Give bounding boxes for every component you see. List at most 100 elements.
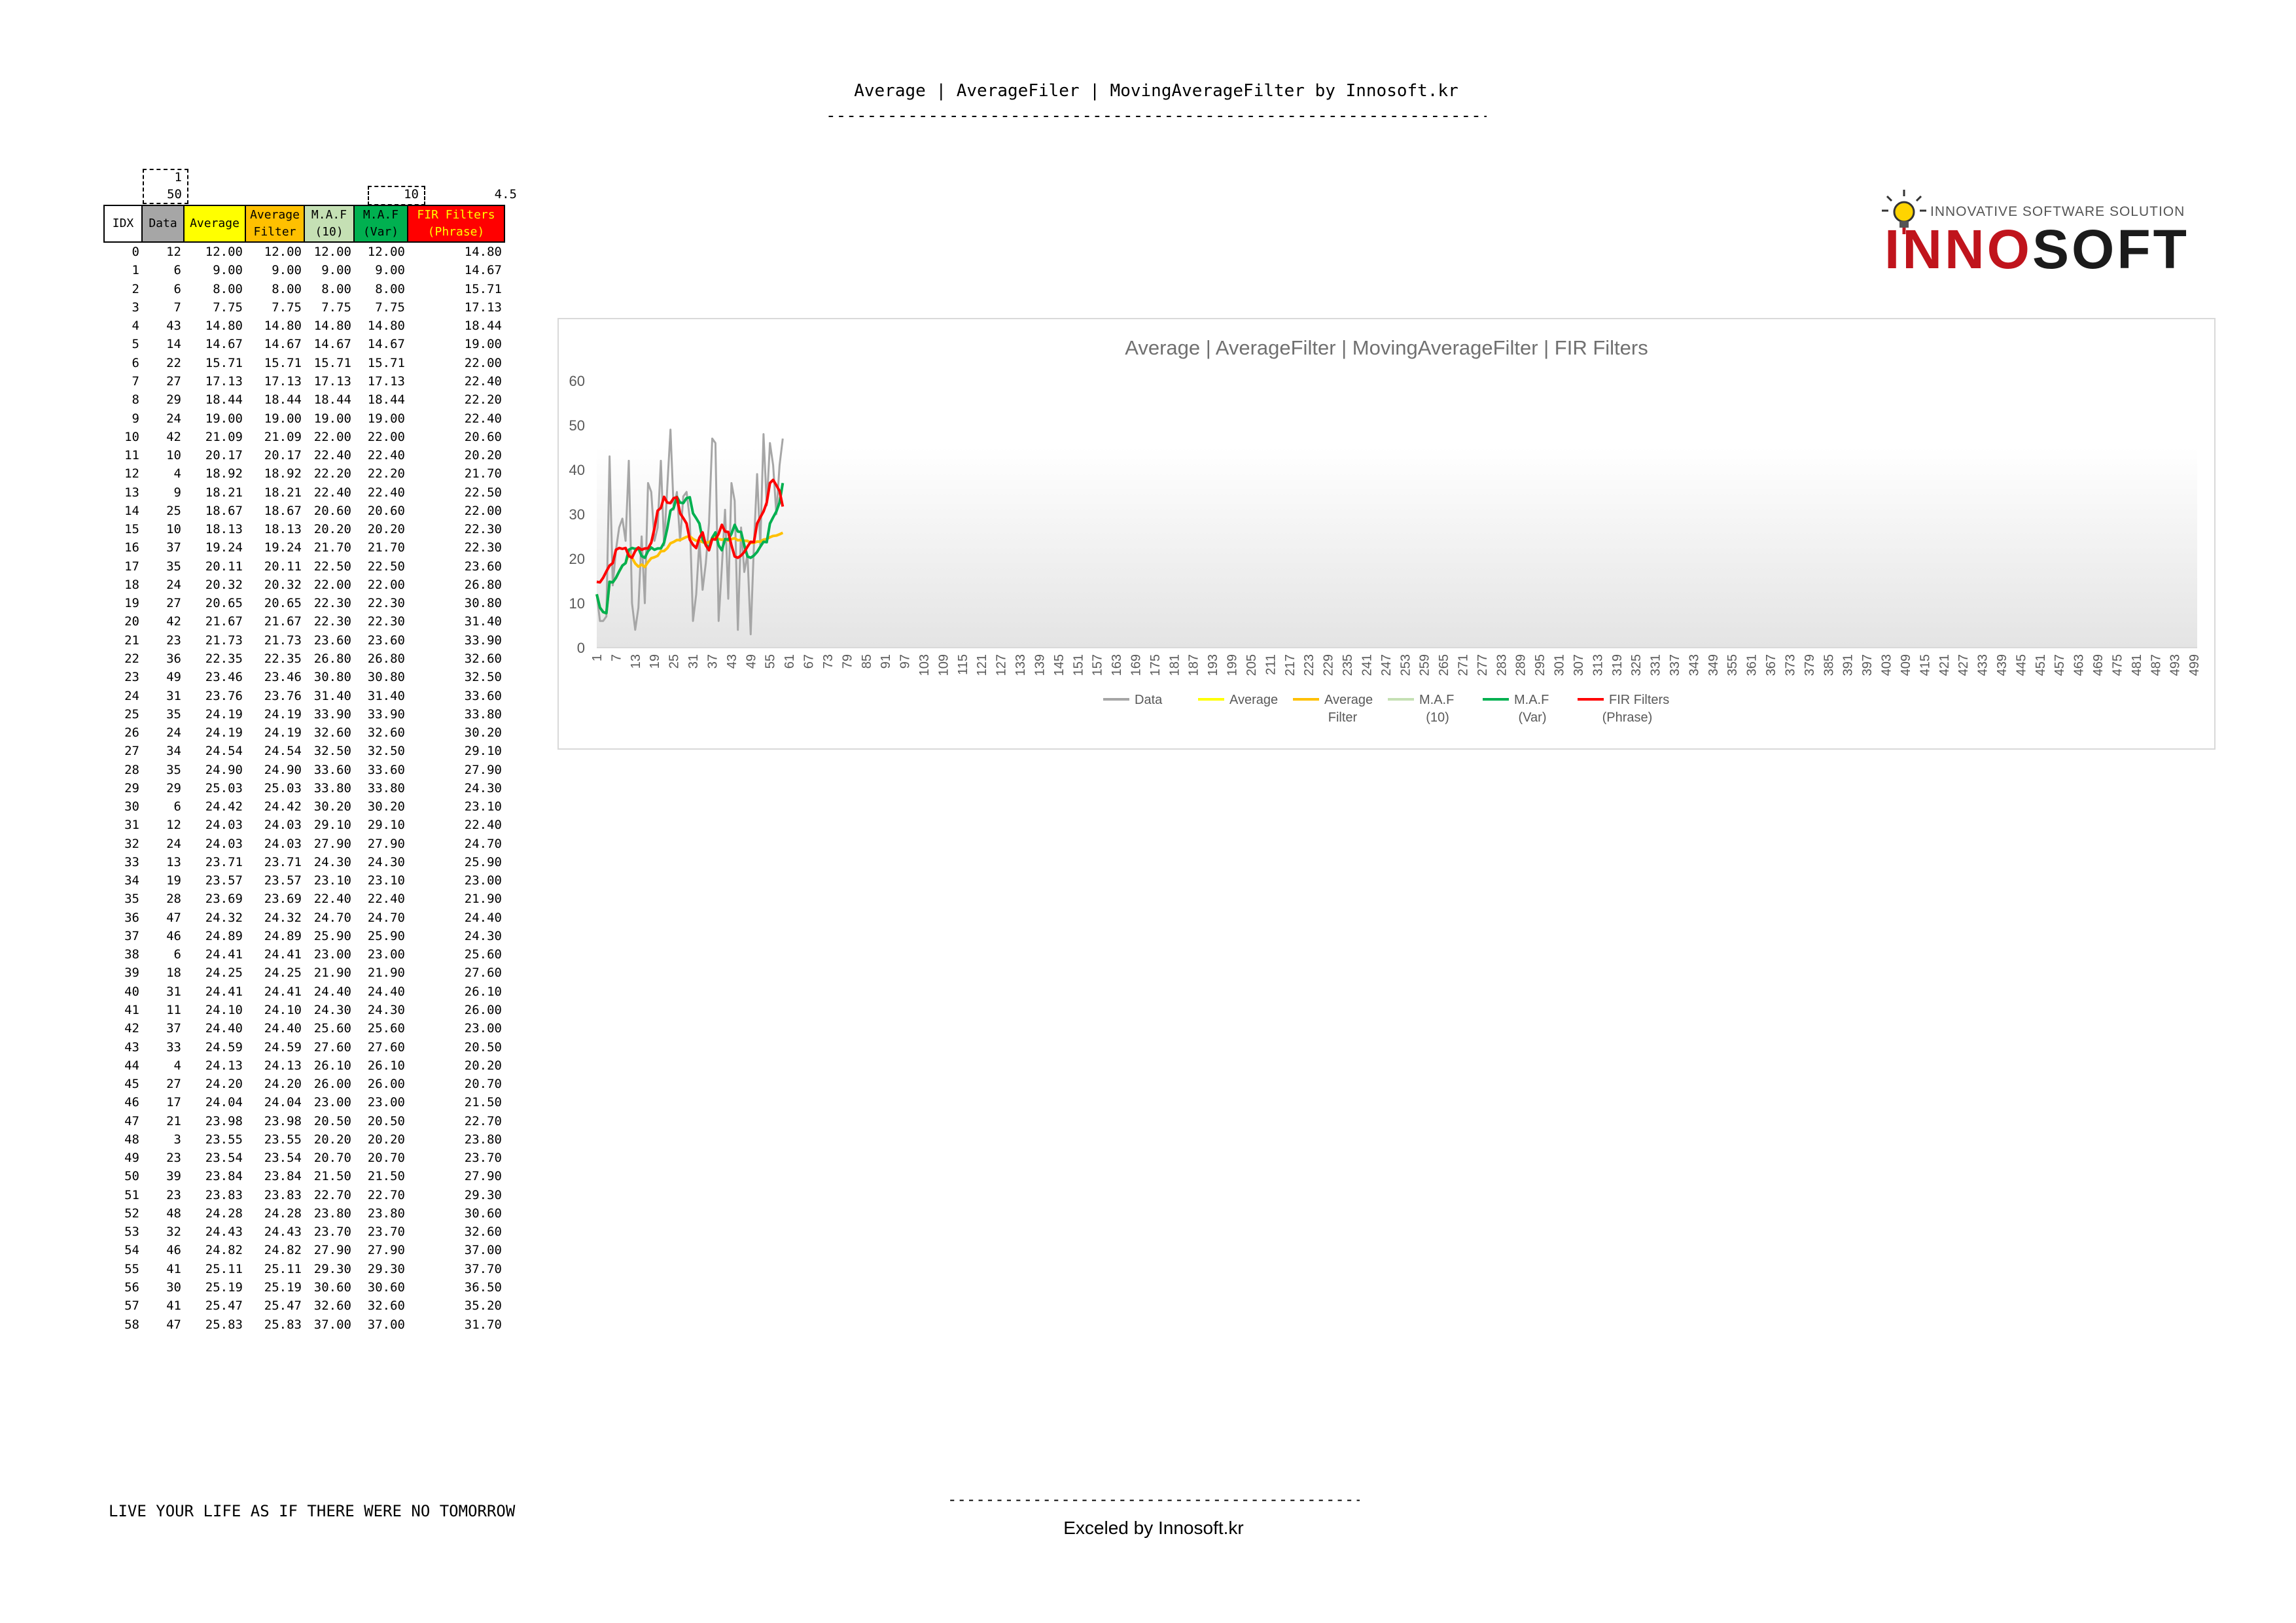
cell-maf-var[interactable]: 30.80 (367, 670, 405, 685)
cell-maf-10[interactable]: 17.13 (313, 374, 351, 389)
cell-fir[interactable]: 29.30 (464, 1187, 502, 1202)
cell-average-filter[interactable]: 24.03 (264, 836, 302, 851)
cell-average-filter[interactable]: 25.03 (264, 780, 302, 795)
cell-fir[interactable]: 22.30 (464, 540, 502, 555)
cell-idx[interactable]: 55 (124, 1261, 139, 1276)
cell-idx[interactable]: 22 (124, 651, 139, 666)
cell-average-filter[interactable]: 24.41 (264, 984, 302, 999)
cell-average[interactable]: 24.19 (205, 707, 243, 722)
cell-maf-var[interactable]: 29.30 (367, 1261, 405, 1276)
cell-idx[interactable]: 26 (124, 725, 139, 741)
cell-maf-10[interactable]: 22.00 (313, 577, 351, 592)
header-data[interactable]: Data (141, 205, 185, 243)
cell-fir[interactable]: 21.90 (464, 892, 502, 907)
cell-maf-10[interactable]: 23.00 (313, 947, 351, 962)
cell-data[interactable]: 37 (166, 1021, 181, 1036)
cell-average[interactable]: 24.03 (205, 836, 243, 851)
cell-maf-var[interactable]: 27.90 (367, 836, 405, 851)
cell-average-filter[interactable]: 8.00 (272, 281, 302, 296)
cell-fir[interactable]: 22.30 (464, 522, 502, 537)
cell-fir[interactable]: 37.00 (464, 1243, 502, 1258)
cell-fir[interactable]: 18.44 (464, 319, 502, 334)
cell-average-filter[interactable]: 25.19 (264, 1280, 302, 1295)
cell-average-filter[interactable]: 23.83 (264, 1187, 302, 1202)
cell-fir[interactable]: 14.67 (464, 263, 502, 278)
cell-fir[interactable]: 27.90 (464, 762, 502, 777)
cell-data[interactable]: 29 (166, 393, 181, 408)
cell-maf-10[interactable]: 33.60 (313, 762, 351, 777)
cell-maf-10[interactable]: 22.30 (313, 614, 351, 629)
cell-idx[interactable]: 30 (124, 799, 139, 814)
cell-idx[interactable]: 17 (124, 559, 139, 574)
cell-data[interactable]: 13 (166, 854, 181, 869)
cell-idx[interactable]: 15 (124, 522, 139, 537)
cell-average[interactable]: 15.71 (205, 355, 243, 370)
cell-average-filter[interactable]: 19.24 (264, 540, 302, 555)
cell-average-filter[interactable]: 23.98 (264, 1113, 302, 1128)
cell-average-filter[interactable]: 24.13 (264, 1058, 302, 1073)
cell-maf-10[interactable]: 14.80 (313, 319, 351, 334)
cell-maf-var[interactable]: 23.60 (367, 633, 405, 648)
cell-maf-var[interactable]: 23.00 (367, 947, 405, 962)
header-average[interactable]: Average (183, 205, 246, 243)
cell-maf-10[interactable]: 20.70 (313, 1151, 351, 1166)
cell-maf-10[interactable]: 25.60 (313, 1021, 351, 1036)
cell-idx[interactable]: 52 (124, 1206, 139, 1221)
cell-maf-10[interactable]: 29.10 (313, 818, 351, 833)
cell-maf-var[interactable]: 27.90 (367, 1243, 405, 1258)
cell-fir[interactable]: 21.50 (464, 1095, 502, 1110)
cell-data[interactable]: 31 (166, 984, 181, 999)
cell-average[interactable]: 24.13 (205, 1058, 243, 1073)
cell-data[interactable]: 12 (166, 818, 181, 833)
cell-fir[interactable]: 22.40 (464, 818, 502, 833)
cell-maf-10[interactable]: 27.90 (313, 836, 351, 851)
cell-maf-var[interactable]: 31.40 (367, 688, 405, 703)
cell-data[interactable]: 23 (166, 633, 181, 648)
data-min-param[interactable]: 1 (174, 170, 182, 184)
cell-idx[interactable]: 36 (124, 910, 139, 925)
cell-maf-10[interactable]: 23.00 (313, 1095, 351, 1110)
cell-maf-10[interactable]: 33.90 (313, 707, 351, 722)
cell-idx[interactable]: 16 (124, 540, 139, 555)
cell-maf-10[interactable]: 23.80 (313, 1206, 351, 1221)
cell-maf-10[interactable]: 21.90 (313, 966, 351, 981)
cell-maf-var[interactable]: 23.70 (367, 1225, 405, 1240)
cell-idx[interactable]: 51 (124, 1187, 139, 1202)
cell-fir[interactable]: 26.80 (464, 577, 502, 592)
cell-idx[interactable]: 1 (132, 263, 139, 278)
cell-fir[interactable]: 22.70 (464, 1113, 502, 1128)
cell-average-filter[interactable]: 20.65 (264, 596, 302, 611)
cell-average[interactable]: 24.90 (205, 762, 243, 777)
cell-maf-10[interactable]: 32.60 (313, 1299, 351, 1314)
cell-fir[interactable]: 22.20 (464, 393, 502, 408)
cell-average[interactable]: 17.13 (205, 374, 243, 389)
cell-maf-var[interactable]: 22.30 (367, 596, 405, 611)
filters-line-chart[interactable]: Average | AverageFilter | MovingAverageF… (559, 319, 2214, 748)
cell-average-filter[interactable]: 24.19 (264, 725, 302, 741)
cell-maf-10[interactable]: 32.50 (313, 744, 351, 759)
cell-average[interactable]: 24.82 (205, 1243, 243, 1258)
cell-idx[interactable]: 37 (124, 928, 139, 943)
cell-maf-10[interactable]: 20.50 (313, 1113, 351, 1128)
cell-data[interactable]: 37 (166, 540, 181, 555)
cell-average[interactable]: 18.92 (205, 466, 243, 481)
cell-idx[interactable]: 40 (124, 984, 139, 999)
cell-average-filter[interactable]: 18.13 (264, 522, 302, 537)
cell-average[interactable]: 20.17 (205, 448, 243, 463)
cell-average[interactable]: 19.00 (205, 411, 243, 426)
cell-average[interactable]: 23.46 (205, 670, 243, 685)
cell-idx[interactable]: 20 (124, 614, 139, 629)
cell-maf-10[interactable]: 29.30 (313, 1261, 351, 1276)
cell-fir[interactable]: 20.60 (464, 429, 502, 444)
cell-average-filter[interactable]: 23.55 (264, 1132, 302, 1147)
cell-data[interactable]: 12 (166, 245, 181, 260)
cell-average[interactable]: 23.71 (205, 854, 243, 869)
cell-maf-10[interactable]: 9.00 (321, 263, 351, 278)
cell-maf-10[interactable]: 21.50 (313, 1169, 351, 1184)
fir-param[interactable]: 4.5 (494, 187, 517, 201)
cell-maf-var[interactable]: 7.75 (375, 300, 405, 315)
cell-average-filter[interactable]: 24.19 (264, 707, 302, 722)
cell-maf-var[interactable]: 22.40 (367, 448, 405, 463)
cell-idx[interactable]: 43 (124, 1039, 139, 1055)
cell-average[interactable]: 24.54 (205, 744, 243, 759)
